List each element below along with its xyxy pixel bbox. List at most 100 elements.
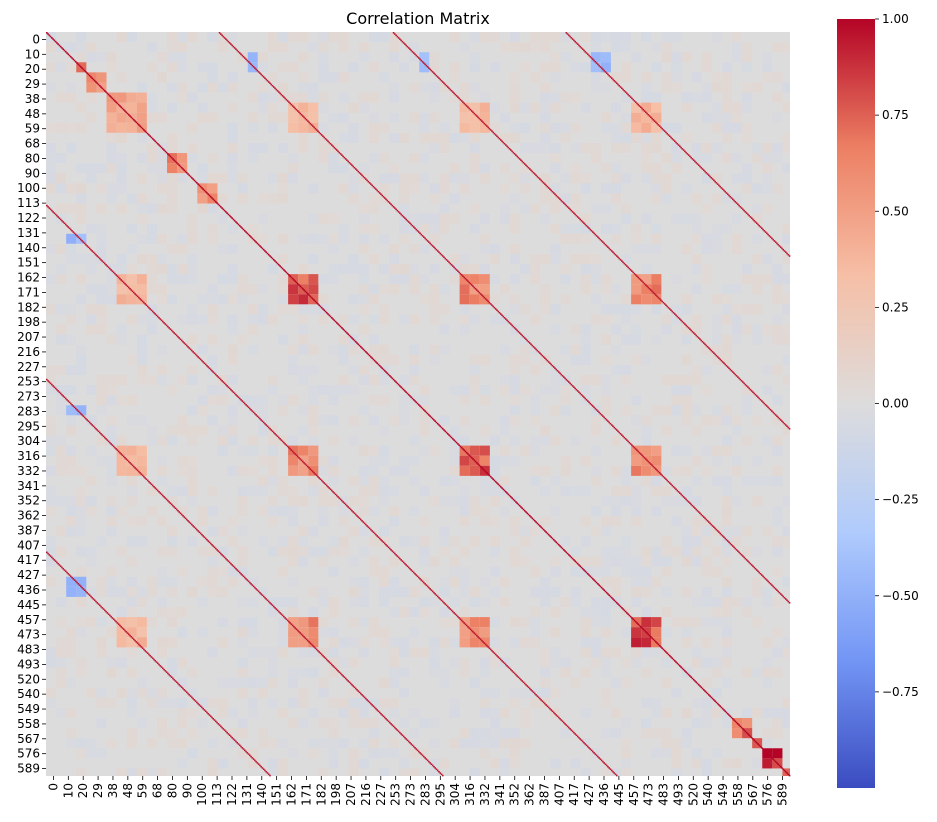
diagonal-cell [300,113,303,116]
heatmap-cell [580,62,591,73]
heatmap-cell [762,596,773,608]
diagonal-cell [138,643,140,646]
diagonal-cell [677,316,680,319]
diagonal-cell [648,287,651,290]
diagonal-cell [232,391,235,393]
heatmap-cell [429,304,440,315]
diagonal-cell [170,676,173,678]
heatmap-cell [278,647,289,658]
diagonal-cell [309,468,312,470]
diagonal-cell [231,564,233,566]
diagonal-cell [454,267,457,270]
heatmap-cell [96,223,107,234]
heatmap-cell [197,546,208,557]
diagonal-cell [521,160,524,163]
heatmap-cell [590,415,601,426]
heatmap-cell [237,496,248,507]
heatmap-cell [257,687,268,698]
diagonal-cell [557,197,560,199]
diagonal-cell [199,185,202,188]
diagonal-cell [185,691,188,694]
diagonal-cell [444,83,447,86]
diagonal-cell [96,429,99,431]
diagonal-cell [110,443,112,445]
heatmap-cell [550,72,561,83]
diagonal-cell [148,480,150,483]
diagonal-cell [362,695,365,697]
heatmap-cell [479,596,490,608]
heatmap-cell [651,92,662,103]
diagonal-cell [119,624,121,627]
diagonal-cell [64,570,67,573]
heatmap-cell [146,576,157,587]
heatmap-cell [116,395,127,406]
diagonal-cell [269,774,271,777]
diagonal-cell [372,705,375,707]
diagonal-cell [172,158,174,160]
heatmap-cell [439,607,450,618]
diagonal-cell [705,518,708,521]
heatmap-cell [590,314,601,325]
heatmap-cell [227,728,238,739]
heatmap-cell [610,647,622,658]
diagonal-cell [522,161,525,164]
heatmap-cell [267,435,279,446]
diagonal-cell [552,538,555,541]
heatmap-cell [389,465,400,476]
heatmap-cell [409,506,420,517]
diagonal-cell [588,401,590,404]
heatmap-cell [499,758,511,769]
heatmap-cell [86,556,97,567]
heatmap-cell [278,62,289,73]
heatmap-cell [358,274,369,285]
heatmap-cell [318,627,329,638]
heatmap-cell [600,617,611,628]
heatmap-cell [449,213,460,224]
diagonal-cell [655,468,657,470]
diagonal-cell [781,767,783,769]
heatmap-cell [691,153,702,164]
heatmap-cell [358,405,369,416]
diagonal-cell [283,96,285,98]
diagonal-cell [51,556,53,559]
diagonal-cell [578,217,580,219]
diagonal-cell [733,546,735,549]
diagonal-cell [493,306,496,309]
diagonal-cell [317,649,319,652]
heatmap-cell [56,395,67,406]
diagonal-cell [608,247,611,250]
heatmap-cell [479,264,490,275]
heatmap-cell [499,183,511,194]
heatmap-cell [227,324,238,335]
heatmap-cell [782,163,790,174]
heatmap-cell [560,536,571,547]
heatmap-cell [288,112,299,123]
heatmap-cell [318,717,329,729]
diagonal-cell [687,501,690,503]
diagonal-cell [295,454,298,457]
heatmap-cell [772,647,783,658]
diagonal-cell [637,103,640,106]
diagonal-cell [725,364,728,367]
diagonal-cell [188,521,191,523]
heatmap-cell [298,647,309,658]
heatmap-cell [399,395,410,406]
heatmap-cell [469,586,480,597]
heatmap-cell [489,122,500,133]
heatmap-cell [610,677,622,688]
heatmap-cell [419,82,430,93]
heatmap-cell [459,607,470,618]
diagonal-cell [540,526,542,528]
heatmap-cell [631,112,642,123]
heatmap-cell [126,445,137,456]
heatmap-cell [338,183,349,194]
diagonal-cell [522,681,525,684]
heatmap-cell [469,677,480,688]
heatmap-cell [721,576,732,587]
diagonal-cell [72,58,75,61]
diagonal-cell [597,63,599,66]
diagonal-cell [631,444,633,446]
diagonal-cell [626,612,628,614]
diagonal-cell [87,73,90,76]
diagonal-cell [256,415,259,417]
